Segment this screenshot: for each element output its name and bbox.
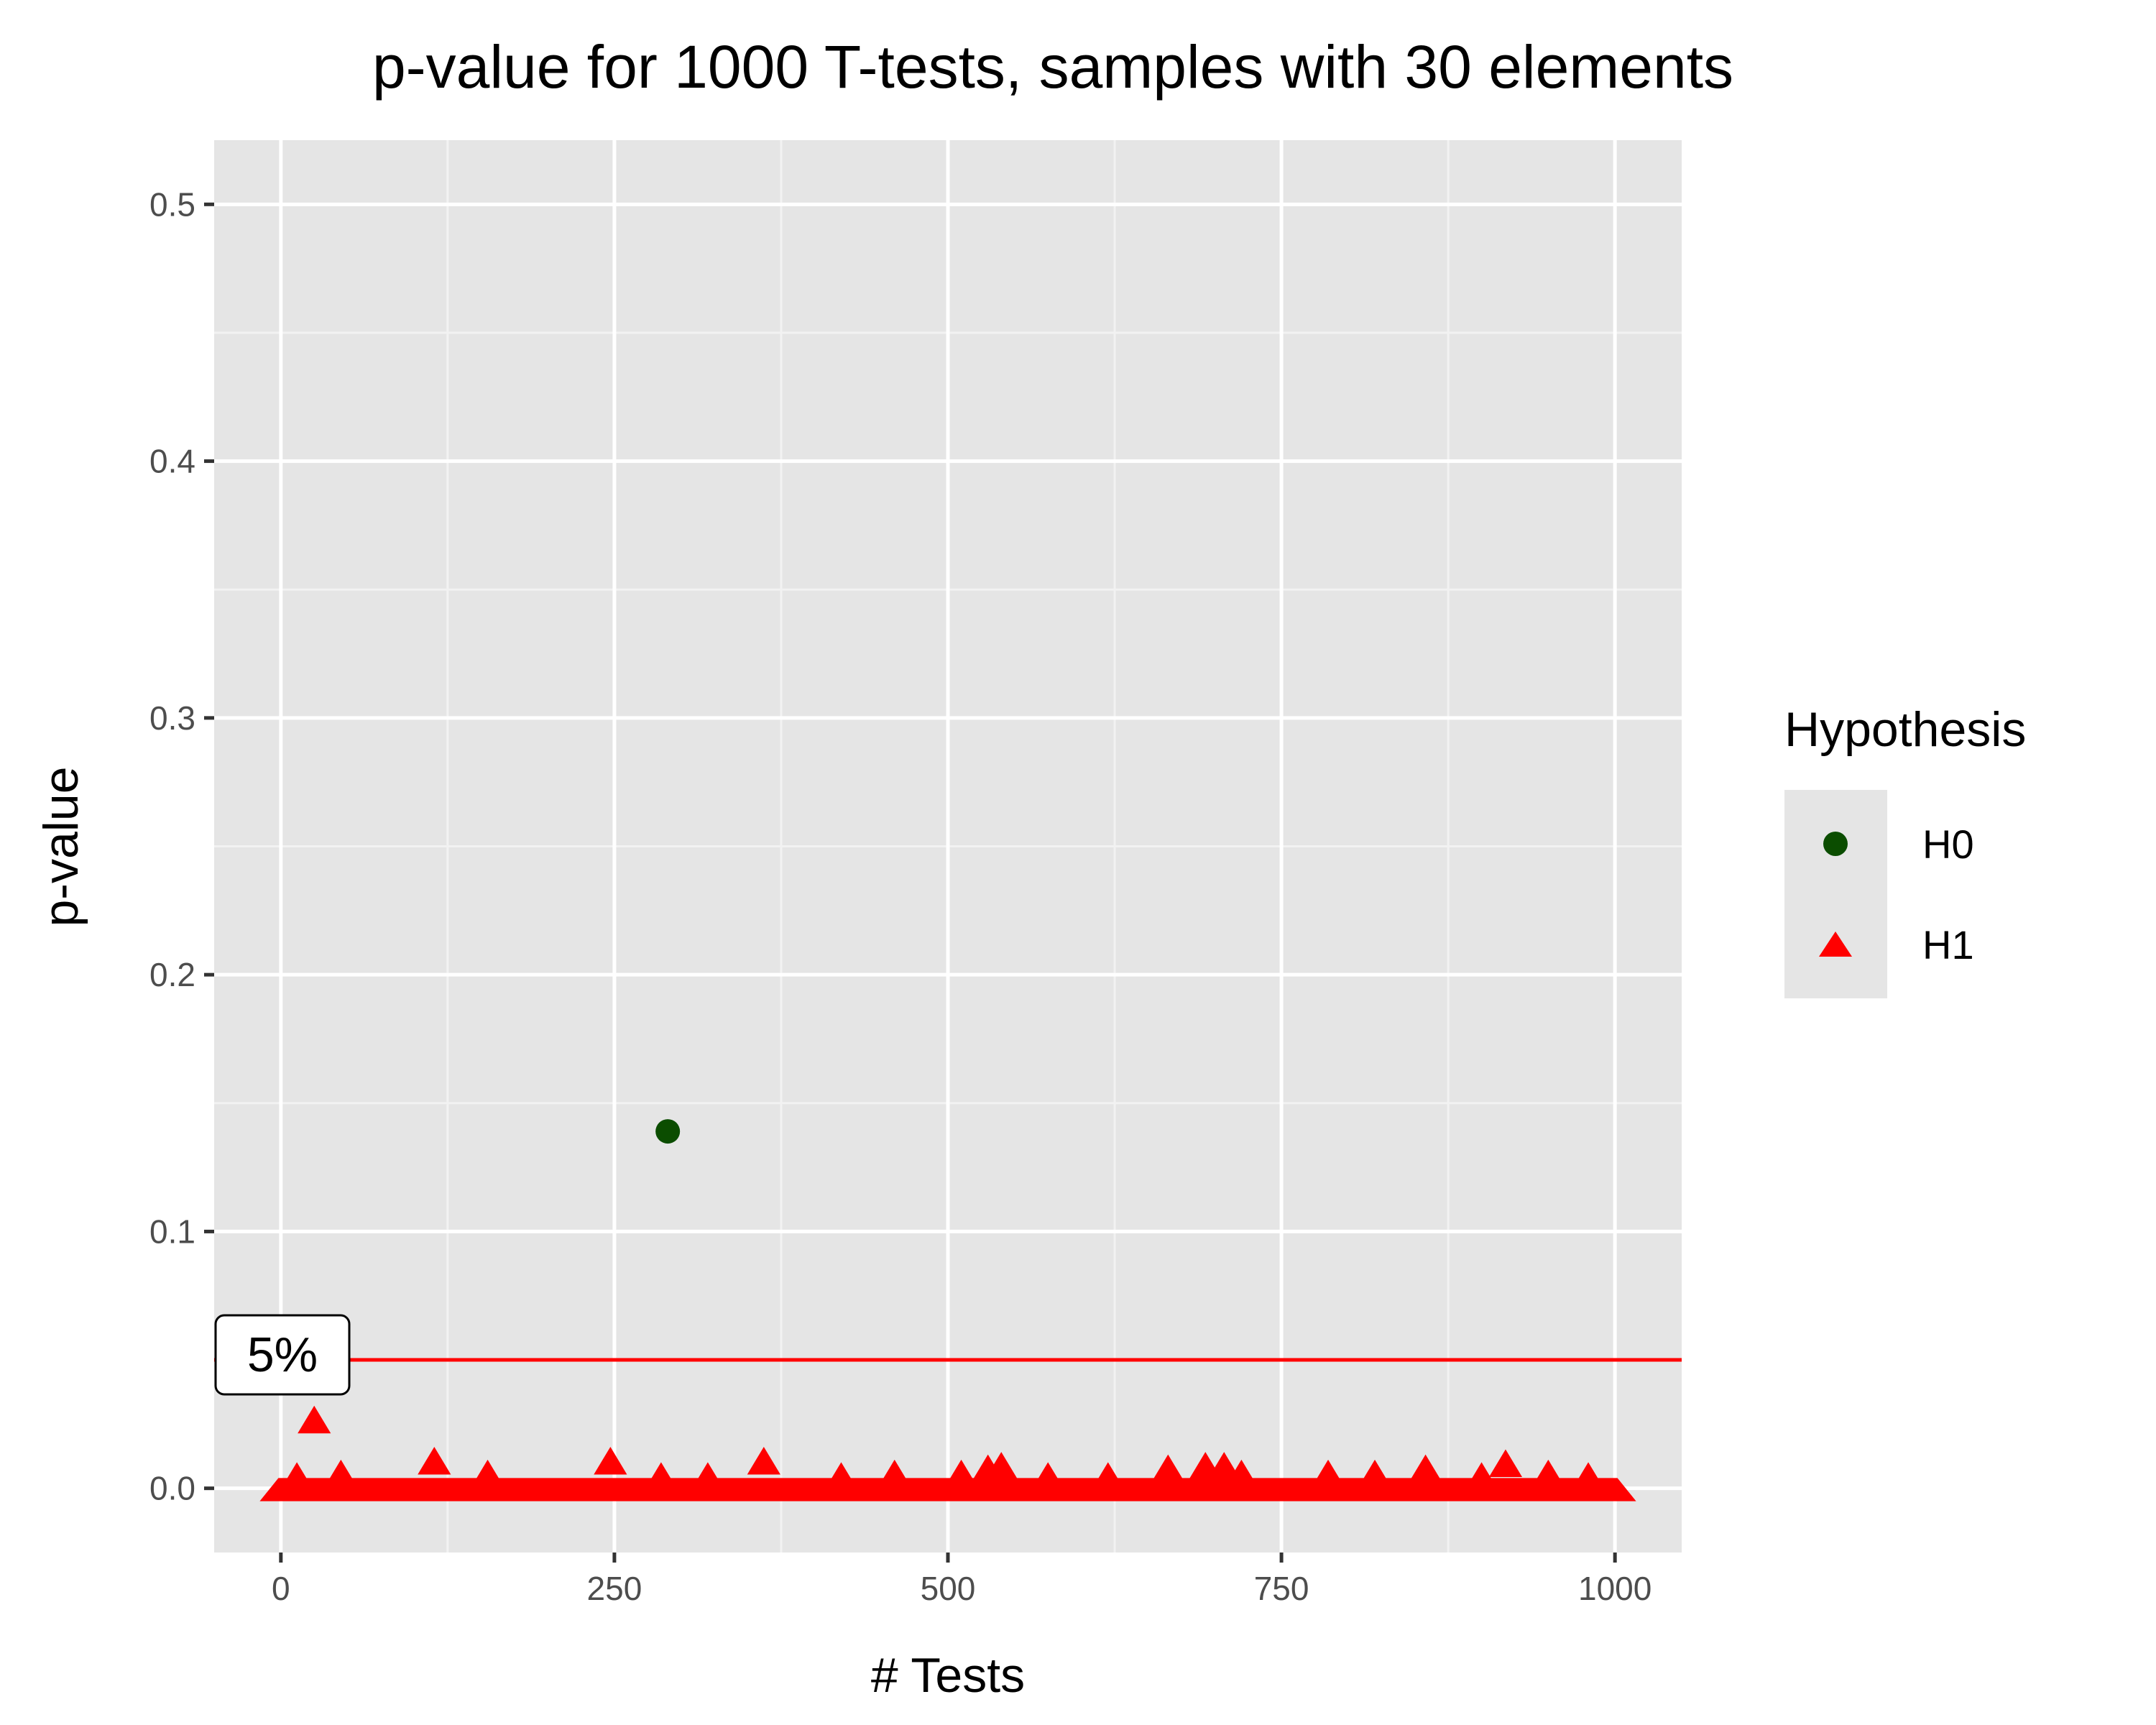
h1-point	[1225, 1459, 1258, 1488]
y-axis: 0.0 0.1 0.2 0.3 0.4 0.5	[149, 185, 214, 1507]
legend-key-background	[1784, 790, 1887, 998]
h1-point	[1151, 1454, 1185, 1483]
h0-point	[655, 1119, 681, 1144]
y-tick-label: 0.3	[149, 699, 195, 737]
threshold-layer: 5%	[214, 1314, 1682, 1396]
h1-point	[324, 1459, 358, 1488]
y-tick-label: 0.1	[149, 1213, 195, 1250]
y-tick-label: 0.2	[149, 956, 195, 993]
x-tick-label: 250	[587, 1570, 642, 1607]
h1-point	[1488, 1449, 1523, 1478]
threshold-label: 5%	[247, 1328, 318, 1382]
h1-point	[280, 1462, 314, 1490]
legend-label-h0: H0	[1922, 822, 1974, 867]
chart-title: p-value for 1000 T-tests, samples with 3…	[372, 33, 1733, 101]
h1-point	[1531, 1459, 1565, 1488]
h1-point	[1207, 1452, 1241, 1480]
x-tick-label: 1000	[1578, 1570, 1651, 1607]
h1-point	[1571, 1462, 1606, 1490]
h1-point	[1465, 1462, 1498, 1490]
h1-point	[594, 1446, 627, 1475]
h1-point	[1409, 1454, 1442, 1483]
x-tick-label: 500	[921, 1570, 976, 1607]
h1-point	[1358, 1459, 1392, 1488]
legend-label-h1: H1	[1922, 922, 1974, 967]
h1-series	[259, 1405, 1636, 1501]
h1-point	[1091, 1462, 1125, 1490]
y-axis-label: p-value	[34, 766, 88, 926]
h0-series	[655, 1119, 681, 1144]
h1-point	[971, 1454, 1005, 1483]
h1-point	[298, 1405, 331, 1434]
h1-point	[691, 1462, 724, 1490]
h1-point	[471, 1459, 505, 1488]
h1-point	[944, 1459, 978, 1488]
h1-point	[1311, 1459, 1345, 1488]
x-axis: 0 250 500 750 1000	[272, 1552, 1651, 1607]
h1-point	[644, 1462, 678, 1490]
x-axis-label: # Tests	[871, 1648, 1025, 1703]
legend-key-h1	[1819, 932, 1852, 957]
h1-point	[747, 1446, 780, 1475]
x-tick-label: 0	[272, 1570, 290, 1607]
y-tick-label: 0.4	[149, 443, 195, 480]
h1-point	[877, 1459, 911, 1488]
h1-point-band	[259, 1478, 1636, 1501]
y-tick-label: 0.0	[149, 1470, 195, 1507]
legend: Hypothesis H0 H1	[1784, 702, 2026, 998]
h1-point	[824, 1462, 858, 1490]
y-tick-label: 0.5	[149, 185, 195, 223]
legend-title: Hypothesis	[1784, 702, 2026, 757]
h1-point	[1031, 1462, 1065, 1490]
h1-point	[418, 1446, 451, 1475]
legend-key-h0	[1823, 832, 1848, 856]
x-tick-label: 750	[1254, 1570, 1309, 1607]
threshold-label-box	[214, 1314, 351, 1396]
